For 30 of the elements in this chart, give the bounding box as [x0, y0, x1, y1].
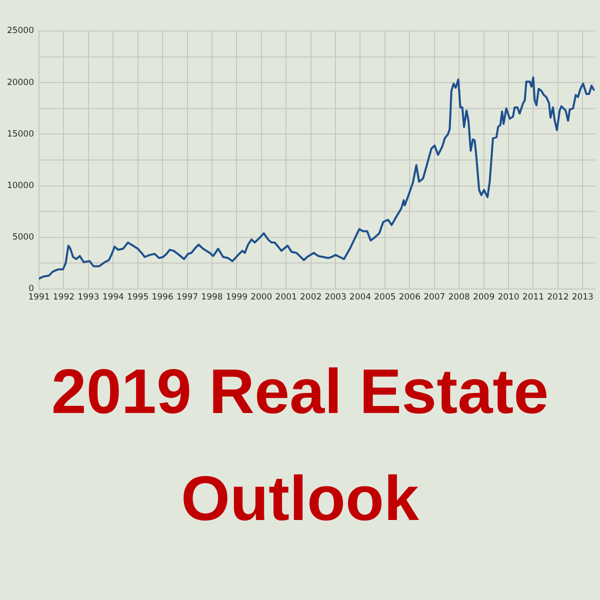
- x-tick-label: 1999: [226, 292, 248, 302]
- x-tick-label: 1996: [152, 292, 174, 302]
- x-tick-label: 2012: [547, 292, 569, 302]
- x-tick-label: 2003: [324, 292, 346, 302]
- x-tick-label: 1992: [52, 292, 75, 302]
- x-tick-label: 2011: [522, 292, 544, 302]
- x-tick-label: 2007: [424, 292, 446, 302]
- x-tick-label: 1998: [201, 292, 223, 302]
- x-tick-label: 2004: [349, 292, 372, 302]
- x-tick-label: 1994: [102, 292, 124, 302]
- y-tick-label: 15000: [6, 129, 34, 140]
- x-tick-label: 2009: [472, 292, 495, 302]
- x-tick-label: 1991: [28, 292, 50, 302]
- x-tick-label: 2010: [498, 292, 520, 302]
- x-tick-label: 2005: [374, 292, 396, 302]
- y-tick-label: 0: [28, 284, 34, 294]
- y-tick-label: 5000: [12, 232, 34, 243]
- x-tick-label: 2006: [398, 292, 420, 302]
- x-tick-label: 1995: [127, 292, 149, 302]
- x-tick-label: 2002: [300, 292, 322, 302]
- x-tick-label: 1997: [176, 292, 198, 302]
- x-tick-label: 2008: [448, 292, 470, 302]
- text: 2019 Real Estate Outlook: [50, 356, 550, 536]
- x-tick-label: 2013: [572, 292, 594, 302]
- y-tick-label: 10000: [6, 181, 34, 192]
- y-tick-label: 25000: [6, 26, 34, 36]
- y-tick-label: 20000: [6, 78, 34, 88]
- x-tick-label: 1993: [78, 292, 100, 302]
- x-tick-label: 2000: [250, 292, 272, 302]
- x-tick-label: 2001: [275, 292, 297, 302]
